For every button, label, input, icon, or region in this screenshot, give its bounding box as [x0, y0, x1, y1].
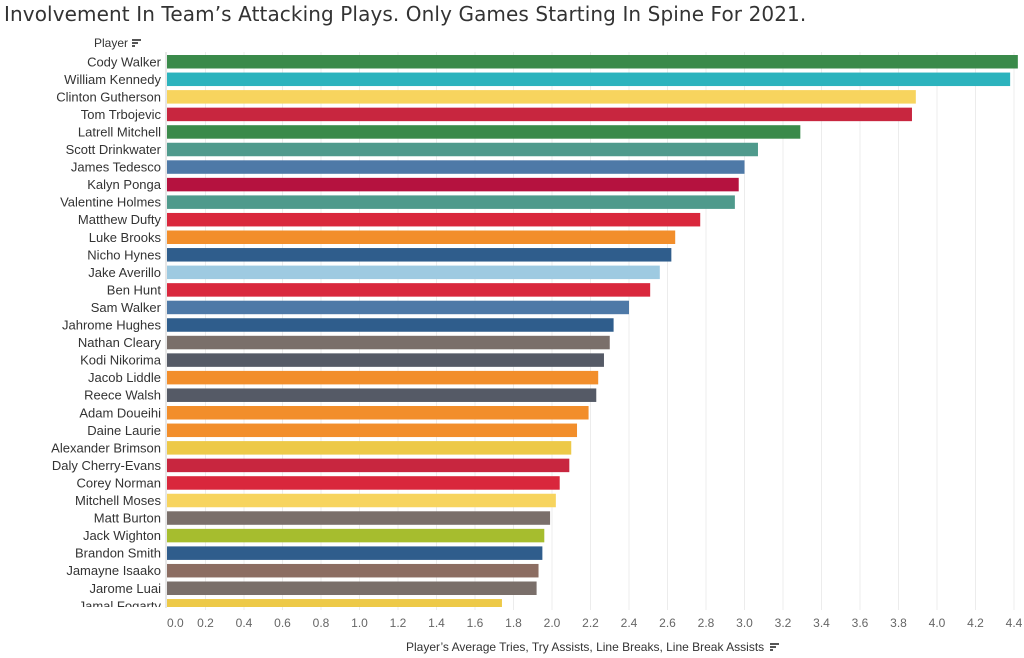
y-tick-label: Ben Hunt	[107, 282, 162, 297]
x-tick-label: 1.8	[505, 616, 522, 630]
bar[interactable]	[167, 300, 629, 315]
bar[interactable]	[167, 55, 1018, 69]
y-tick-label: Latrell Mitchell	[78, 124, 161, 139]
sort-icon[interactable]	[132, 39, 142, 47]
x-tick-label: 2.8	[698, 616, 715, 630]
bar[interactable]	[167, 107, 912, 122]
sort-icon[interactable]	[770, 643, 780, 651]
x-tick-label: 0.8	[313, 616, 330, 630]
x-tick-label: 0.6	[274, 616, 291, 630]
player-header-label: Player	[94, 36, 129, 50]
bar[interactable]	[167, 248, 672, 262]
x-tick-label: 2.0	[544, 616, 561, 630]
y-tick-label: William Kennedy	[64, 72, 161, 87]
bar[interactable]	[167, 265, 660, 280]
bar[interactable]	[167, 177, 739, 192]
chart-title: Involvement In Team’s Attacking Plays. O…	[4, 2, 807, 26]
bar[interactable]	[167, 283, 651, 297]
y-tick-label: James Tedesco	[71, 160, 161, 175]
player-column-header[interactable]: Player	[94, 36, 142, 50]
y-tick-label: Corey Norman	[76, 475, 161, 490]
y-tick-label: Jack Wighton	[83, 528, 161, 543]
x-tick-label: 2.6	[659, 616, 676, 630]
y-tick-labels: Cody Walker William Kennedy Clinton Guther…	[51, 54, 162, 613]
bar[interactable]	[167, 563, 539, 578]
bar[interactable]	[167, 160, 745, 174]
y-tick-label: Matthew Dufty	[78, 212, 162, 227]
bar[interactable]	[167, 546, 543, 560]
bar[interactable]	[167, 493, 556, 508]
x-tick-label: 0.0	[167, 616, 184, 630]
y-tick-label: Scott Drinkwater	[66, 142, 162, 157]
bars	[167, 55, 1018, 613]
bar[interactable]	[167, 230, 676, 245]
bar[interactable]	[167, 142, 758, 157]
x-tick-label: 2.2	[582, 616, 599, 630]
bar[interactable]	[167, 212, 701, 227]
bar[interactable]	[167, 195, 735, 209]
y-tick-label: Kodi Nikorima	[80, 353, 162, 368]
y-tick-label: Reece Walsh	[84, 388, 161, 403]
y-tick-label: Valentine Holmes	[60, 195, 161, 210]
x-tick-labels: 0.0 0.2 0.4 0.6 0.8 1.0 1.2 1.4 1.6 1.8 2.0 2.2 2.4 2…	[167, 616, 1023, 630]
x-axis-title: Player’s Average Tries, Try Assists, Lin…	[406, 640, 780, 654]
x-tick-label: 3.2	[775, 616, 792, 630]
y-tick-label: Cody Walker	[87, 54, 162, 69]
x-tick-label: 1.4	[428, 616, 445, 630]
y-tick-label: Nathan Cleary	[78, 335, 162, 350]
x-tick-label: 3.4	[813, 616, 830, 630]
x-tick-label: 4.0	[929, 616, 946, 630]
y-tick-label: Jamayne Isaako	[66, 563, 161, 578]
y-tick-label: Kalyn Ponga	[87, 177, 161, 192]
x-tick-label: 1.0	[351, 616, 368, 630]
y-tick-label: Jarome Luai	[89, 581, 161, 596]
bar[interactable]	[167, 125, 801, 139]
y-tick-label: Adam Doueihi	[79, 405, 161, 420]
bar[interactable]	[167, 581, 537, 596]
bar[interactable]	[167, 528, 545, 543]
bar[interactable]	[167, 90, 916, 104]
x-tick-label: 0.4	[236, 616, 253, 630]
x-tick-label: 4.4	[1006, 616, 1023, 630]
y-tick-label: Brandon Smith	[75, 546, 161, 561]
y-tick-label: Daine Laurie	[87, 423, 161, 438]
bar[interactable]	[167, 318, 614, 332]
y-tick-label: Nicho Hynes	[87, 247, 161, 262]
x-tick-label: 3.0	[736, 616, 753, 630]
y-tick-label: Jacob Liddle	[88, 370, 161, 385]
x-tick-label: 1.6	[467, 616, 484, 630]
x-tick-label: 3.6	[852, 616, 869, 630]
x-tick-label: 0.2	[197, 616, 214, 630]
bar[interactable]	[167, 599, 502, 613]
y-tick-label: Jahrome Hughes	[62, 318, 161, 333]
y-tick-label: Tom Trbojevic	[81, 107, 162, 122]
y-tick-label: Matt Burton	[94, 511, 161, 526]
bar[interactable]	[167, 511, 551, 525]
bar[interactable]	[167, 353, 604, 367]
y-tick-label: Sam Walker	[91, 300, 162, 315]
x-tick-label: 4.2	[967, 616, 984, 630]
x-axis-label: Player’s Average Tries, Try Assists, Lin…	[406, 640, 765, 654]
y-tick-label: Jamal Fogarty	[79, 598, 162, 613]
bar[interactable]	[167, 370, 599, 385]
bar[interactable]	[167, 388, 597, 402]
y-tick-label: Jake Averillo	[88, 265, 161, 280]
bar[interactable]	[167, 406, 589, 420]
bar[interactable]	[167, 423, 578, 438]
bar[interactable]	[167, 458, 570, 473]
y-tick-label: Daly Cherry-Evans	[52, 458, 162, 473]
bar[interactable]	[167, 476, 560, 490]
y-tick-label: Alexander Brimson	[51, 440, 161, 455]
bar[interactable]	[167, 72, 1011, 87]
bar[interactable]	[167, 335, 610, 350]
bar[interactable]	[167, 441, 572, 455]
y-tick-label: Luke Brooks	[89, 230, 162, 245]
y-tick-label: Clinton Gutherson	[56, 89, 161, 104]
x-tick-label: 2.4	[621, 616, 638, 630]
y-tick-label: Mitchell Moses	[75, 493, 161, 508]
x-tick-label: 1.2	[390, 616, 407, 630]
x-tick-label: 3.8	[890, 616, 907, 630]
